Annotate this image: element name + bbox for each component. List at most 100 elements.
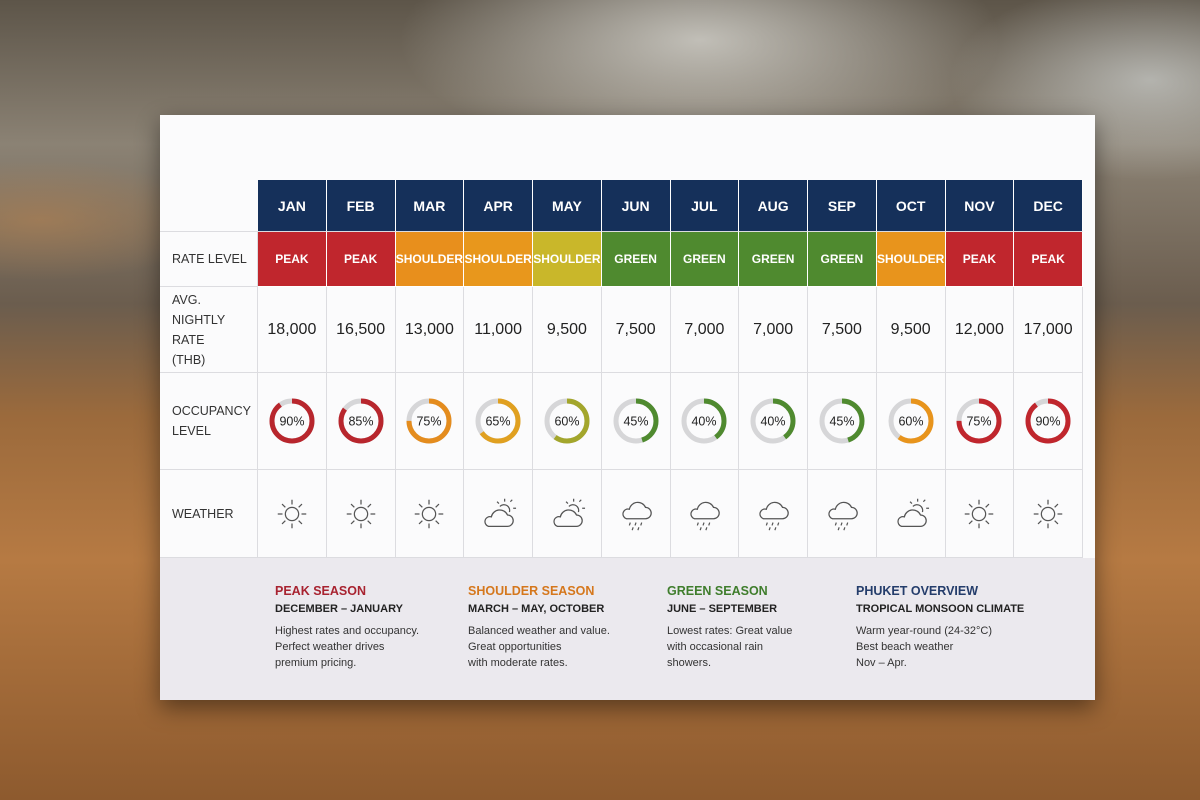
row-label: OCCUPANCY LEVEL <box>160 373 258 470</box>
row-label: RATE LEVEL <box>160 232 258 287</box>
donut-label: 85% <box>348 415 373 429</box>
donut-label: 60% <box>554 415 579 429</box>
rate-level: SHOULDER <box>876 232 946 287</box>
donut-label: 40% <box>761 415 786 429</box>
occupancy-donut: 40% <box>750 398 796 444</box>
donut-arc <box>1025 398 1071 444</box>
donut-label: 45% <box>623 415 648 429</box>
donut-arc <box>269 398 315 444</box>
rate-level: GREEN <box>670 232 740 287</box>
corner-cell <box>160 180 258 232</box>
occupancy-cell: 45% <box>601 373 671 470</box>
legend-block: PEAK SEASON DECEMBER – JANUARY Highest rat… <box>275 583 419 671</box>
legend-title: SHOULDER SEASON <box>468 584 595 598</box>
row-label: AVG. NIGHTLY RATE (THB) <box>160 287 258 373</box>
donut-arc <box>750 398 796 444</box>
occupancy-donut: 40% <box>681 398 727 444</box>
donut-arc <box>681 398 727 444</box>
legend-title: PHUKET OVERVIEW <box>856 584 979 598</box>
nightly-rate: 7,500 <box>808 287 877 373</box>
legend-text: premium pricing. <box>275 657 357 669</box>
donut-label: 75% <box>967 415 992 429</box>
weather-icon <box>326 470 396 558</box>
occupancy-donut: 60% <box>888 398 934 444</box>
month-header: NOV <box>945 180 1015 232</box>
weather-icon <box>395 470 465 558</box>
occupancy-donut: 85% <box>338 398 384 444</box>
nightly-rate: 9,500 <box>876 287 946 373</box>
nightly-rate: 7,000 <box>739 287 808 373</box>
legend-subtitle: MARCH – MAY, OCTOBER <box>468 603 605 615</box>
donut-label: 45% <box>829 415 854 429</box>
legend-text: Best beach weather <box>856 641 954 653</box>
nightly-rate: 9,500 <box>533 287 602 373</box>
rate-level: SHOULDER <box>395 232 465 287</box>
rate-level: PEAK <box>258 232 327 287</box>
legend-text: Warm year-round (24-32°C) <box>856 625 993 637</box>
occupancy-cell: 90% <box>258 373 327 470</box>
rate-level: SHOULDER <box>464 232 533 287</box>
legend-subtitle: JUNE – SEPTEMBER <box>667 603 778 615</box>
donut-label: 75% <box>417 415 442 429</box>
donut-arc <box>475 398 521 444</box>
occupancy-cell: 40% <box>670 373 740 470</box>
month-header: SEP <box>808 180 877 232</box>
legend-text: with moderate rates. <box>468 657 568 669</box>
occupancy-donut: 45% <box>613 398 659 444</box>
weather-icon <box>533 470 602 558</box>
nightly-rate: 18,000 <box>258 287 327 373</box>
month-header: JUN <box>601 180 671 232</box>
weather-icon <box>601 470 671 558</box>
legend-subtitle: DECEMBER – JANUARY <box>275 603 403 615</box>
nightly-rate: 16,500 <box>326 287 396 373</box>
donut-label: 90% <box>1036 415 1061 429</box>
weather-icon <box>1014 470 1083 558</box>
month-header: JUL <box>670 180 740 232</box>
occupancy-donut: 65% <box>475 398 521 444</box>
month-header: APR <box>464 180 533 232</box>
legend-title: GREEN SEASON <box>667 584 768 598</box>
legend-text: Great opportunities <box>468 641 562 653</box>
month-header: MAR <box>395 180 465 232</box>
donut-arc <box>819 398 865 444</box>
occupancy-cell: 65% <box>464 373 533 470</box>
legend-text: with occasional rain <box>667 641 763 653</box>
occupancy-cell: 45% <box>808 373 877 470</box>
rate-level: GREEN <box>808 232 877 287</box>
weather-icon <box>945 470 1015 558</box>
legend-footer: PEAK SEASON DECEMBER – JANUARY Highest rat… <box>160 558 1095 700</box>
row-label: WEATHER <box>160 470 258 558</box>
nightly-rate: 13,000 <box>395 287 465 373</box>
donut-label: 65% <box>486 415 511 429</box>
occupancy-cell: 60% <box>533 373 602 470</box>
rate-table: JAN FEB MAR APR MAY JUN JUL AUG SEP OCT NOV DEC RATE… <box>160 180 1083 558</box>
nightly-rate: 7,500 <box>601 287 671 373</box>
nightly-rate: 17,000 <box>1014 287 1083 373</box>
legend-text: Lowest rates: Great value <box>667 625 793 637</box>
nightly-rate: 11,000 <box>464 287 533 373</box>
rate-level: GREEN <box>739 232 808 287</box>
donut-arc <box>956 398 1002 444</box>
weather-icon <box>670 470 740 558</box>
occupancy-donut: 75% <box>956 398 1002 444</box>
rate-level: PEAK <box>326 232 396 287</box>
occupancy-cell: 40% <box>739 373 808 470</box>
nightly-rate: 7,000 <box>670 287 740 373</box>
rate-level: PEAK <box>1014 232 1083 287</box>
nightly-rate: 12,000 <box>945 287 1015 373</box>
occupancy-donut: 90% <box>269 398 315 444</box>
legend-block: GREEN SEASON JUNE – SEPTEMBER Lowest rates… <box>667 583 792 671</box>
weather-icon <box>258 470 327 558</box>
occupancy-donut: 75% <box>406 398 452 444</box>
occupancy-cell: 75% <box>945 373 1015 470</box>
occupancy-donut: 90% <box>1025 398 1071 444</box>
rate-card: JAN FEB MAR APR MAY JUN JUL AUG SEP OCT NOV DEC RATE… <box>160 115 1095 700</box>
legend-text: Nov – Apr. <box>856 657 907 669</box>
month-header: JAN <box>258 180 327 232</box>
legend-block: PHUKET OVERVIEW TROPICAL MONSOON CLIMATE W… <box>856 583 1024 671</box>
donut-arc <box>888 398 934 444</box>
donut-arc <box>544 398 590 444</box>
legend-title: PEAK SEASON <box>275 584 366 598</box>
occupancy-donut: 45% <box>819 398 865 444</box>
weather-icon <box>464 470 533 558</box>
